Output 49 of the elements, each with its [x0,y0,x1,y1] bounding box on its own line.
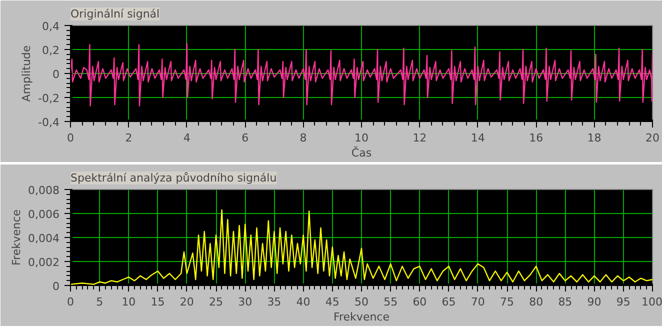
x-tick-label: 8 [300,132,307,144]
line-series [70,42,652,106]
x-tick-label: 2 [125,132,132,144]
x-tick-label: 20 [180,296,194,308]
x-tick-label: 80 [529,296,544,308]
x-tick-label: 6 [242,132,249,144]
x-tick-label: 90 [587,296,602,308]
x-tick-label: 75 [500,296,514,308]
chart-title: Spektrální analýza původního signálu [70,172,277,184]
x-axis-title: Čas [351,146,372,160]
y-tick-label: -0,2 [38,92,60,105]
x-tick-label: 35 [267,296,282,308]
x-tick-label: 15 [150,296,165,308]
x-tick-label: 85 [558,296,572,308]
x-tick-label: 65 [442,296,456,308]
x-tick-label: 60 [412,296,427,308]
y-tick-label: 0 [52,68,60,81]
x-tick-label: 16 [529,132,544,144]
y-axis-title: Amplitude [20,45,34,102]
x-tick-label: 30 [238,296,252,308]
x-tick-label: 0 [67,296,74,308]
x-tick-label: 0 [67,132,74,144]
x-tick-label: 45 [325,296,340,308]
y-tick-label: 0,006 [28,208,60,221]
x-tick-label: 18 [587,132,602,144]
x-tick-label: 95 [616,296,630,308]
x-axis-title: Frekvence [333,310,390,324]
x-tick-label: 55 [384,296,398,308]
y-tick-label: 0,4 [42,20,60,33]
x-tick-label: 100 [642,296,662,308]
x-tick-label: 20 [646,132,660,144]
x-tick-label: 5 [96,296,104,308]
y-tick-label: 0,002 [28,256,60,269]
x-tick-label: 12 [412,132,427,144]
x-tick-label: 14 [470,132,485,144]
x-tick-label: 10 [122,296,136,308]
chart-title: Originální signál [70,8,160,20]
x-tick-label: 4 [183,132,190,144]
x-tick-label: 10 [354,132,368,144]
x-tick-label: 70 [470,296,485,308]
y-tick-label: 0,004 [28,232,60,245]
x-tick-label: 40 [296,296,310,308]
y-tick-label: -0,4 [38,116,60,129]
y-tick-label: 0,2 [42,44,60,57]
y-tick-label: 0,008 [28,184,60,197]
x-tick-label: 50 [354,296,368,308]
y-tick-label: 0 [52,280,60,293]
x-tick-label: 25 [209,296,223,308]
y-axis-title: Frekvence [10,209,24,266]
